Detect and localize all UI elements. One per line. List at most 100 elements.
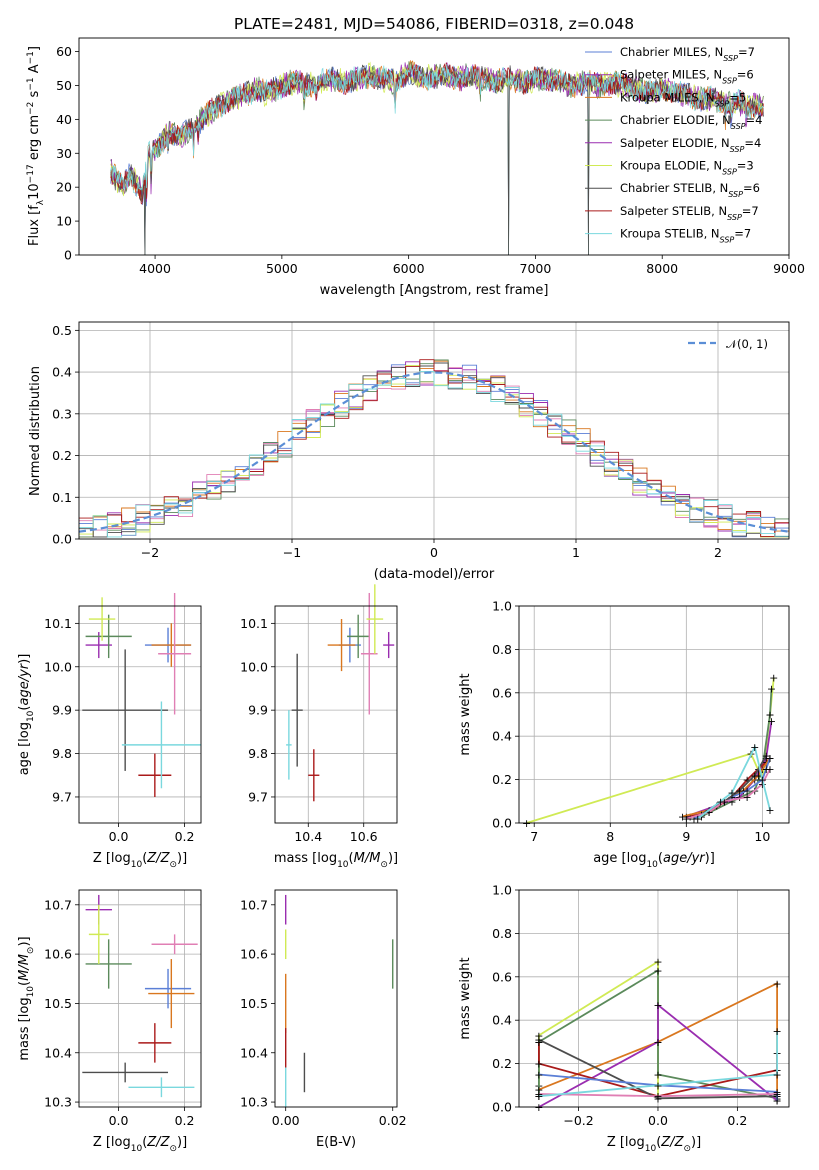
mass-weight-vs-age-panel: ++++++++++++++++++ ++++++++++++++++++++++…	[458, 599, 790, 870]
mass-weight-marker: +	[653, 1092, 662, 1105]
label-part: s	[27, 90, 42, 101]
legend-label-subscript: SSP	[731, 122, 746, 131]
mass-weight-marker: +	[772, 1068, 781, 1081]
mass-weight-marker: +	[772, 977, 781, 990]
mass-weight-marker: +	[534, 1101, 543, 1114]
x-tick-label: 0.0	[648, 1113, 668, 1128]
residual-histogram-step	[79, 370, 789, 538]
mass-weight-marker: +	[653, 1090, 662, 1103]
mass-weight-marker: +	[653, 999, 662, 1012]
mass-weight-marker: +	[758, 778, 767, 791]
mass-weight-marker: +	[716, 795, 725, 808]
legend-label-subscript: SSP	[722, 167, 737, 176]
label-part: Z/Z	[660, 1135, 684, 1150]
y-tick-label: 60	[56, 44, 72, 59]
mass-weight-marker: +	[750, 741, 759, 754]
legend-label-text: Salpeter ELODIE, N	[620, 136, 730, 150]
label-part: mass weight	[458, 673, 473, 755]
x-tick-label: 10.4	[294, 829, 322, 844]
label-part: 10	[131, 860, 143, 870]
label-part: ⊙	[169, 1144, 177, 1154]
label-part: Z [log	[93, 1135, 131, 1150]
mass-weight-marker: +	[769, 672, 778, 685]
x-axis-label: age [log10(age/yr)]	[593, 851, 715, 870]
axes-frame	[518, 605, 790, 824]
spectrum-series-line	[110, 63, 764, 197]
mass-weight-series-line	[697, 744, 771, 820]
mass-weight-marker: +	[693, 813, 702, 826]
y-tick-label: 0.0	[52, 532, 72, 547]
label-part: (data-model)/error	[374, 567, 495, 582]
legend-label-value: =6	[743, 181, 760, 195]
y-tick-label: 0.8	[492, 926, 512, 941]
legend-label: Salpeter STELIB, NSSP=7	[620, 204, 759, 222]
y-tick-label: 0.2	[52, 448, 72, 463]
x-tick-label: 0.00	[272, 1113, 300, 1128]
label-part: )]	[705, 851, 715, 866]
y-tick-label: 20	[56, 180, 72, 195]
mass-weight-marker: +	[735, 784, 744, 797]
label-part: −1	[26, 51, 36, 64]
legend-label: Chabrier MILES, NSSP=7	[620, 45, 755, 63]
legend-label: Kroupa STELIB, NSSP=7	[620, 227, 751, 245]
legend-label-text: Kroupa MILES, N	[620, 90, 715, 104]
mass-weight-marker: +	[750, 769, 759, 782]
label-part: M/M	[17, 954, 32, 981]
x-tick-label: −2	[141, 545, 159, 560]
legend-label: Chabrier STELIB, NSSP=6	[620, 181, 760, 199]
y-tick-label: 40	[56, 112, 72, 127]
axes-frame	[78, 889, 202, 1108]
x-tick-label: 4000	[139, 261, 171, 276]
x-tick-label: 8	[606, 829, 614, 844]
legend-label-value: =4	[746, 113, 763, 127]
x-tick-label: 2	[714, 545, 722, 560]
axes-frame	[274, 889, 398, 1108]
label-part: age/yr	[17, 662, 32, 705]
y-tick-label: 10.7	[44, 897, 72, 912]
legend-label-subscript: SSP	[720, 235, 735, 244]
mass-weight-marker: +	[743, 791, 752, 804]
mass-weight-vs-metallicity-panel: ++++++++++++++++++++++++ ++++++ + +++++−0.2…	[458, 883, 790, 1154]
x-axis-label: E(B-V)	[316, 1135, 356, 1150]
mass-weight-marker: +	[772, 1094, 781, 1107]
y-tick-label: 1.0	[492, 883, 512, 898]
y-tick-label: 10.0	[240, 659, 268, 674]
label-part: mass weight	[458, 957, 473, 1039]
label-part: (	[17, 706, 32, 711]
x-tick-label: 0.2	[175, 829, 195, 844]
y-tick-label: 50	[56, 78, 72, 93]
legend-label-value: =7	[734, 227, 751, 241]
mass-weight-marker: +	[739, 784, 748, 797]
x-tick-label: 0.0	[109, 829, 129, 844]
legend-label-text: Kroupa STELIB, N	[620, 227, 720, 241]
label-part: (	[142, 1135, 147, 1150]
mass-weight-marker: +	[653, 1036, 662, 1049]
y-tick-label: 30	[56, 146, 72, 161]
y-tick-label: 9.8	[52, 746, 72, 761]
label-part: 10	[337, 860, 349, 870]
y-tick-label: 0.1	[52, 490, 72, 505]
age-vs-mass-panel: 10.4 10.6 9.7 9.8 9.9 10.0 10.1 mass [log10(M/M…	[240, 584, 398, 870]
mass-weight-marker: +	[772, 1094, 781, 1107]
y-tick-label: 0.4	[492, 729, 512, 744]
legend-label-subscript: SSP	[715, 99, 730, 108]
x-tick-label: −0.2	[563, 1113, 593, 1128]
x-axis-label: (data-model)/error	[374, 567, 495, 582]
y-tick-label: 0.5	[52, 323, 72, 338]
mass-weight-marker: +	[762, 750, 771, 763]
mass-weight-marker: +	[762, 752, 771, 765]
x-tick-label: 8000	[646, 261, 678, 276]
label-part: Z/Z	[146, 1135, 170, 1150]
y-tick-label: 10.5	[44, 996, 72, 1011]
mass-weight-marker: +	[534, 1058, 543, 1071]
y-tick-label: 0.0	[492, 1100, 512, 1115]
label-part: erg cm	[27, 115, 42, 164]
label-part: Flux [f	[27, 205, 42, 246]
x-tick-label: 0.2	[727, 1113, 747, 1128]
mass-vs-reddening-panel: 0.00 0.02 10.3 10.4 10.5 10.6 10.7 E(B-V)	[240, 889, 407, 1150]
mass-weight-marker: +	[772, 1086, 781, 1099]
x-axis-label: wavelength [Angstrom, rest frame]	[320, 283, 549, 298]
legend-label-value: =5	[729, 90, 746, 104]
label-part: Z [log	[93, 851, 131, 866]
